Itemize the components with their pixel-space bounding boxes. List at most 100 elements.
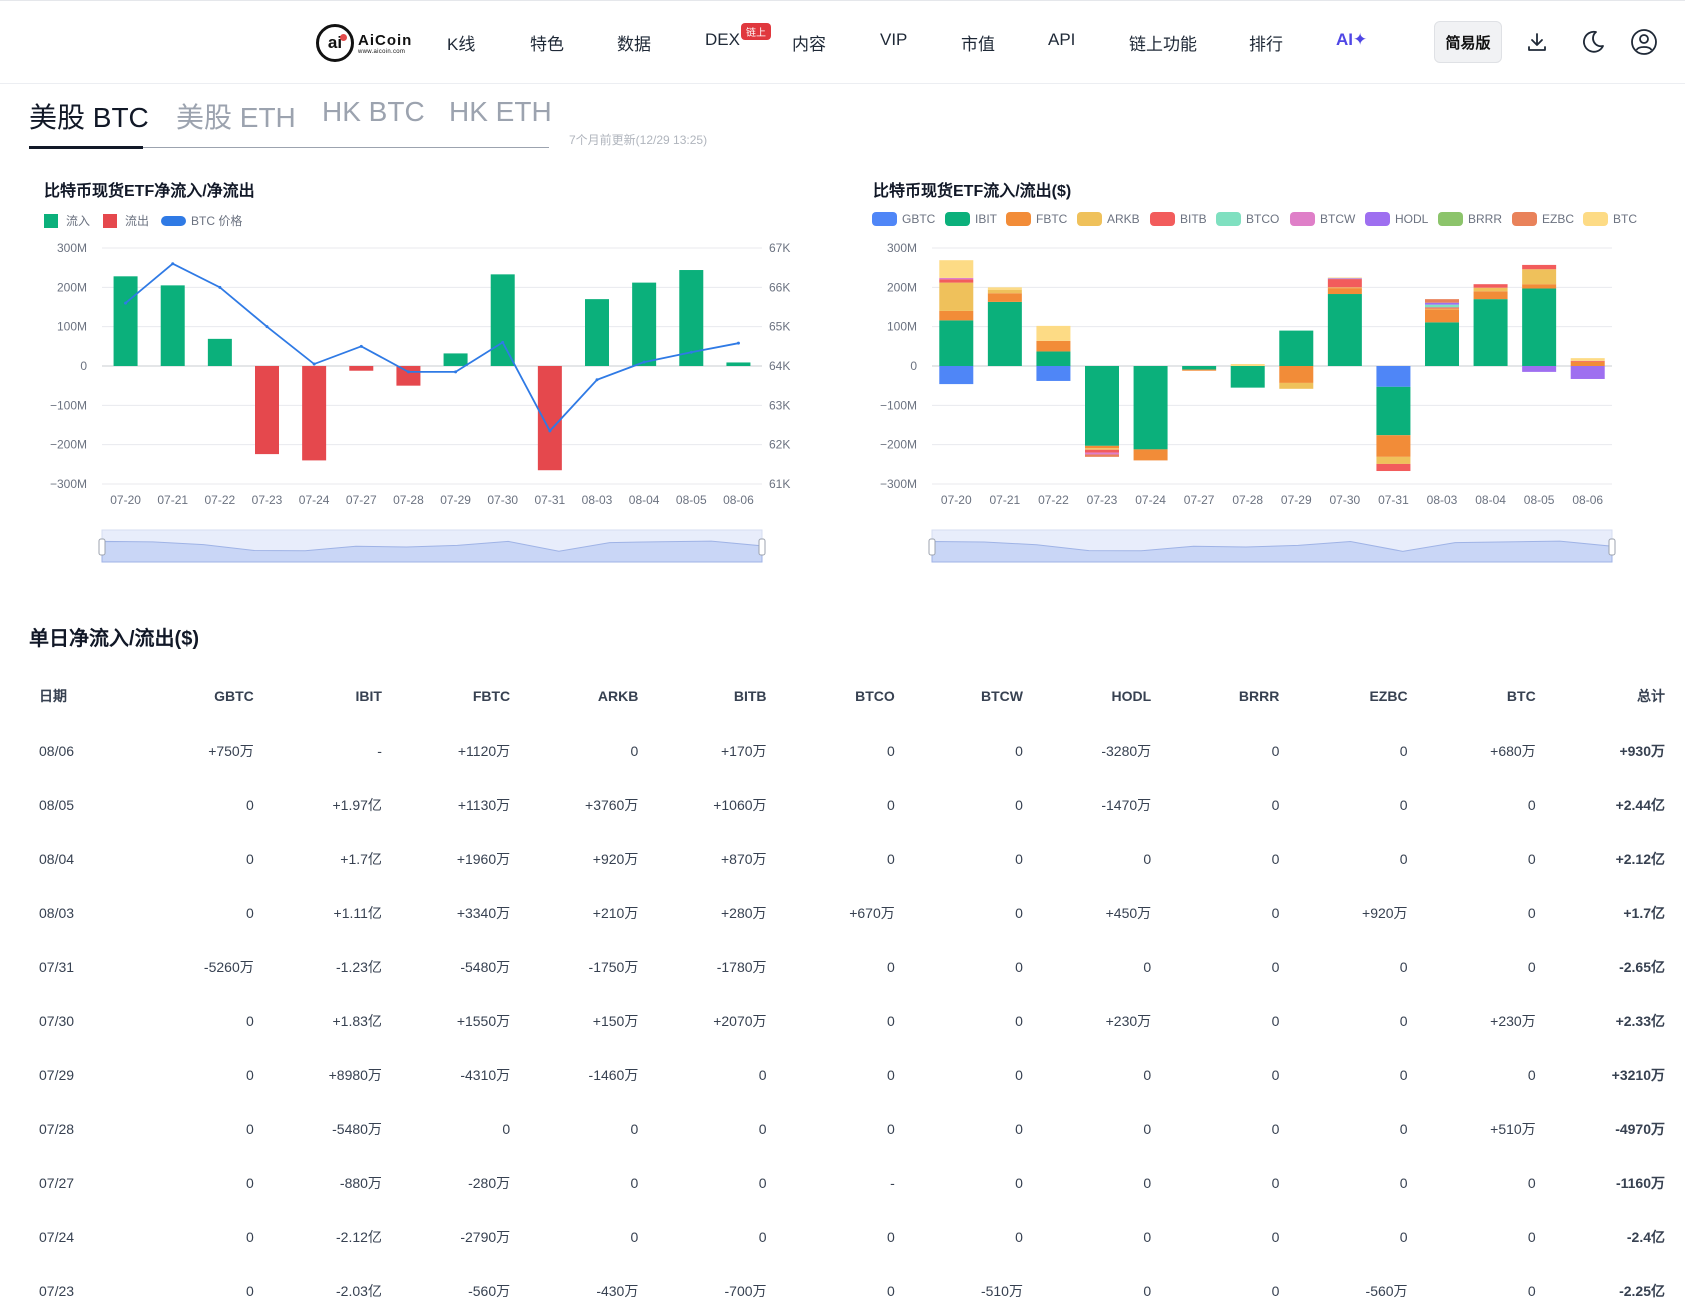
flow-cell: +920万 [1362,905,1408,921]
moon-icon[interactable] [1578,27,1608,57]
column-header[interactable]: 日期 [39,688,67,704]
column-header[interactable]: ARKB [597,688,639,704]
flow-cell: 0 [245,1121,254,1137]
flow-cell: 0 [886,1283,895,1299]
table-row: 07/28 0 -5480万 0 0 0 0 0 0 0 0 +510万 -4970万 [29,1102,1665,1156]
stacked-bar-ibit [1376,386,1411,436]
legend-btco[interactable]: BTCO [1216,212,1279,226]
flow-cell: 0 [1143,1121,1152,1137]
nav-features[interactable]: 特色 [530,35,564,54]
legend-ezbc[interactable]: EZBC [1512,212,1574,226]
nav-content[interactable]: 内容 [792,35,826,54]
nav-api[interactable]: API [1048,30,1076,49]
legend-fbtc[interactable]: FBTC [1006,212,1067,226]
column-header[interactable]: IBIT [355,688,382,704]
flow-cell: 0 [886,1229,895,1245]
flow-bar [255,366,279,455]
logo-mark-icon: ai [316,24,354,62]
column-header[interactable]: BTC [1506,688,1536,704]
column-header[interactable]: EZBC [1369,688,1408,704]
flow-cell: +2070万 [713,1013,767,1029]
flow-cell: 0 [758,1121,767,1137]
flow-cell: 0 [1015,905,1023,921]
column-header[interactable]: GBTC [214,688,254,704]
y2-tick-label: 66K [769,280,790,294]
x-tick-label: 07-31 [535,493,566,507]
legend-brrr[interactable]: BRRR [1438,212,1502,226]
nav-ranking[interactable]: 排行 [1249,35,1283,54]
price-point [265,325,269,329]
nav-market-cap[interactable]: 市值 [961,35,995,54]
tab-us-eth[interactable]: 美股 ETH [176,102,296,133]
etf-flow-chart[interactable]: 300M 200M 100M 0 −100M −200M −300M 07-20 07-21 07… [870,236,1660,576]
simple-mode-button[interactable]: 简易版 [1434,21,1502,63]
flow-cell: - [890,1175,895,1191]
legend-swatch [1583,212,1608,226]
legend-bitb[interactable]: BITB [1150,212,1207,226]
date-cell: 08/05 [39,797,75,813]
tab-us-btc[interactable]: 美股 BTC [29,102,149,133]
legend-outflow[interactable]: 流出 [103,212,149,229]
stacked-bar-bitb [1570,360,1605,362]
aicoin-logo[interactable]: ai AiCoin www.aicoin.com [316,22,418,64]
flow-cell: 0 [886,1067,895,1083]
nav-data[interactable]: 数据 [617,35,651,54]
tab-hk-eth[interactable]: HK ETH [449,96,552,127]
flow-cell: 0 [1271,1283,1280,1299]
stacked-bar-ibit [1425,322,1459,366]
stacked-bar-fbtc [1425,309,1459,323]
legend-btc-price[interactable]: BTC 价格 [161,212,242,229]
price-point [124,301,128,305]
flow-cell: +450万 [1105,905,1152,921]
tab-hk-btc[interactable]: HK BTC [322,96,425,127]
flow-cell: 0 [1271,959,1280,975]
date-cell: 07/31 [39,959,75,975]
date-cell: 07/27 [39,1175,75,1191]
legend-btcw[interactable]: BTCW [1290,212,1355,226]
table-row: 07/23 0 -2.03亿 -560万 -430万 -700万 0 -510万 0 0 -560万… [29,1264,1665,1304]
legend-outflow-swatch [103,213,117,228]
nav-kline[interactable]: K线 [447,35,476,54]
user-icon[interactable] [1629,27,1659,57]
column-header[interactable]: BTCW [980,688,1023,704]
legend-ibit[interactable]: IBIT [945,212,997,226]
flow-cell: +920万 [592,851,639,867]
column-header[interactable]: FBTC [472,688,511,704]
flow-cell: +1130万 [457,797,511,813]
legend-btc[interactable]: BTC [1583,212,1637,226]
price-point [312,362,316,366]
x-tick-label: 07-24 [1135,493,1166,507]
stacked-bar-gbtc [1376,366,1411,387]
column-header[interactable]: HODL [1111,688,1152,704]
x-tick-label: 07-27 [1184,493,1215,507]
legend-gbtc[interactable]: GBTC [872,212,935,226]
flow-cell: +3760万 [585,797,639,813]
column-header[interactable]: BTCO [855,688,895,704]
flow-cell: +230万 [1105,1013,1152,1029]
total-cell: +2.33亿 [1615,1013,1665,1029]
nav-vip[interactable]: VIP [880,30,908,49]
flow-bar [537,366,562,471]
nav-onchain[interactable]: 链上功能 [1129,35,1197,54]
flow-cell: -1750万 [588,959,639,975]
net-flow-chart[interactable]: 300M 200M 100M 0 −100M −200M −300M 67K 66K 65K 64K… [40,236,820,576]
column-header[interactable]: 总计 [1637,688,1665,704]
column-header[interactable]: BRRR [1238,688,1280,704]
legend-hodl[interactable]: HODL [1365,212,1428,226]
y-tick-label: −200M [50,438,87,452]
nav-dex[interactable]: DEX [705,30,740,49]
flow-cell: 0 [1527,1175,1536,1191]
download-icon[interactable] [1522,27,1552,57]
legend-inflow[interactable]: 流入 [44,212,90,229]
column-header[interactable]: BITB [733,688,767,704]
nav-ai[interactable]: AI✦ [1336,30,1368,49]
x-tick-label: 08-04 [629,493,660,507]
price-point [454,370,458,374]
dex-badge: 链上 [741,23,771,40]
stacked-bar-ibit [1182,366,1217,370]
stacked-bar-ibit [1522,288,1557,366]
flow-cell: 0 [758,1067,767,1083]
y2-tick-label: 63K [769,398,790,412]
legend-arkb[interactable]: ARKB [1077,212,1140,226]
flow-bar [396,366,421,386]
